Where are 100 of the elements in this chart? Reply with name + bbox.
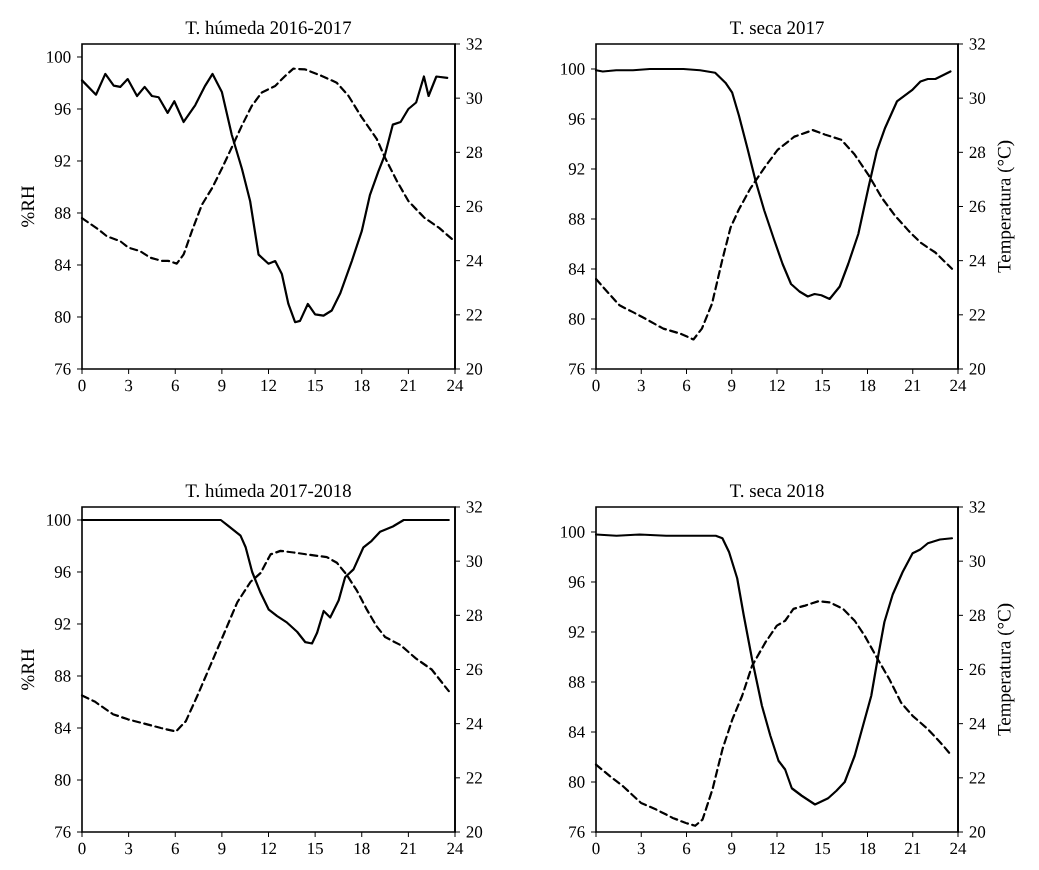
x-tick-label: 18 [860,379,876,392]
y-tick-label: 92 [568,163,585,175]
x-tick-label: 15 [308,379,323,392]
y-tick-label: 80 [568,776,585,788]
x-tick-label: 0 [592,379,600,392]
y2-tick-label: 26 [969,200,986,213]
y-axis-title: %RH [21,649,35,690]
x-tick-label: 3 [125,379,133,392]
x-tick-label: 21 [905,379,921,392]
x-tick-label: 3 [637,379,645,392]
y-tick-label: 84 [568,726,585,738]
y-tick-label: 92 [54,618,71,630]
y-tick-label: 76 [569,363,585,375]
y-tick-label: 92 [54,155,71,167]
y-tick-label: 88 [54,670,71,682]
x-tick-label: 12 [261,842,277,855]
x-tick-label: 0 [78,379,86,392]
x-tick-label: 18 [354,379,370,392]
y-tick-label: 100 [561,526,585,538]
x-tick-label: 21 [400,379,416,392]
x-tick-label: 24 [950,379,967,392]
x-tick-label: 6 [171,842,179,855]
y-tick-label: 100 [47,51,71,63]
x-tick-label: 3 [637,842,645,855]
x-tick-label: 12 [261,379,277,392]
y2-tick-label: 26 [969,663,986,676]
x-tick-label: 6 [171,379,179,392]
y-tick-label: 80 [568,313,585,325]
x-tick-label: 21 [400,842,416,855]
y-tick-label: 96 [568,113,585,125]
y2-tick-label: 32 [466,501,482,513]
x-tick-label: 15 [815,379,831,392]
x-tick-label: 24 [447,842,464,855]
x-tick-label: 9 [218,379,226,392]
y2-tick-label: 30 [466,555,483,567]
chart-title: T. seca 2017 [729,21,824,35]
x-tick-label: 0 [592,842,600,855]
y2-tick-label: 20 [969,363,986,375]
y2-tick-label: 20 [466,826,483,838]
x-tick-label: 15 [308,842,323,855]
chart-title: T. seca 2018 [729,484,824,498]
y-tick-label: 76 [55,826,71,838]
y2-tick-label: 28 [969,609,986,622]
y-tick-label: 96 [568,576,585,588]
y2-tick-label: 28 [969,146,986,159]
y2-tick-label: 28 [466,609,483,622]
x-tick-label: 0 [78,842,86,855]
x-tick-label: 24 [950,842,967,855]
y2-tick-label: 22 [969,772,985,784]
y-axis-title: %RH [21,186,35,227]
y2-axis-title: Temperatura (°C) [997,603,1015,736]
y-tick-label: 76 [55,363,71,375]
y-tick-label: 84 [568,263,585,275]
x-tick-label: 15 [815,842,831,855]
x-tick-label: 12 [770,842,785,855]
y2-tick-label: 24 [969,718,986,730]
y2-tick-label: 30 [466,92,483,104]
x-tick-label: 6 [683,379,691,392]
x-tick-label: 21 [905,842,921,855]
y2-tick-label: 32 [969,501,985,513]
y2-tick-label: 26 [466,663,483,676]
y2-tick-label: 28 [466,146,483,159]
y-tick-label: 88 [568,676,585,688]
x-tick-label: 6 [683,842,691,855]
x-tick-label: 18 [860,842,876,855]
y2-tick-label: 22 [466,309,482,321]
y-tick-label: 96 [54,566,71,578]
y2-tick-label: 22 [969,309,985,321]
y2-tick-label: 24 [466,718,483,730]
y-tick-label: 100 [47,514,71,526]
x-tick-label: 9 [218,842,226,855]
y2-tick-label: 26 [466,200,483,213]
y-tick-label: 84 [54,259,71,271]
y2-tick-label: 32 [466,38,482,50]
x-tick-label: 9 [728,379,736,392]
y2-tick-label: 24 [969,255,986,267]
y2-tick-label: 20 [969,826,986,838]
y2-axis-title: Temperatura (°C) [997,140,1015,273]
y2-tick-label: 32 [969,38,985,50]
x-tick-label: 18 [354,842,370,855]
chart-title: T. húmeda 2016-2017 [185,20,352,35]
y-tick-label: 80 [54,774,71,786]
y-tick-label: 76 [569,826,585,838]
y2-tick-label: 20 [466,363,483,375]
y-tick-label: 88 [568,213,585,225]
x-tick-label: 12 [770,379,785,392]
y-tick-label: 96 [54,103,71,115]
y2-tick-label: 22 [466,772,482,784]
x-tick-label: 3 [125,842,133,855]
y-tick-label: 80 [54,311,71,323]
y-tick-label: 88 [54,207,71,219]
y2-tick-label: 30 [969,555,986,567]
y-tick-label: 92 [568,626,585,638]
x-tick-label: 24 [447,379,464,392]
y-tick-label: 100 [561,63,585,75]
x-tick-label: 9 [728,842,736,855]
y2-tick-label: 30 [969,92,986,104]
y-tick-label: 84 [54,722,71,734]
chart-title: T. húmeda 2017-2018 [185,483,351,498]
y2-tick-label: 24 [466,255,483,267]
